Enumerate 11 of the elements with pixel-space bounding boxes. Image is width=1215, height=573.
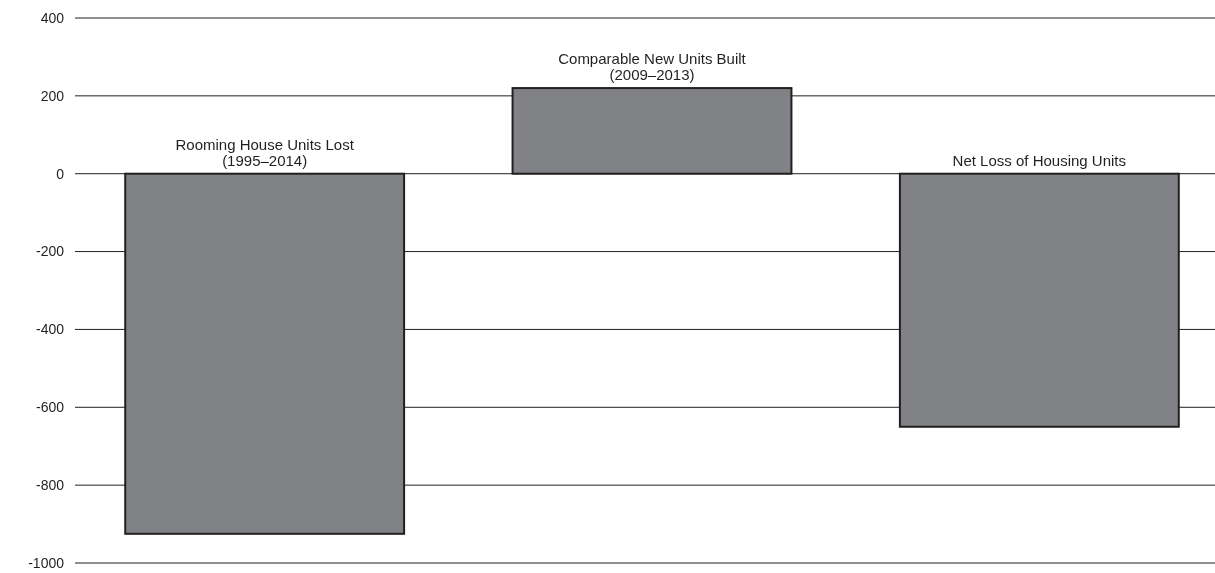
y-tick-label: -400 [35,321,65,338]
y-tick-label: 200 [40,87,65,104]
x-tick-label: Net Loss of Housing Units [952,151,1127,169]
x-tick-label: Comparable New Units Built (2009–2013) [558,50,747,84]
x-tick-label: Rooming House Units Lost (1995–2014) [175,135,355,169]
y-tick-label: 400 [40,9,65,26]
y-tick-label: -800 [35,477,65,494]
y-tick-label: -200 [35,243,65,260]
y-tick-label: -600 [35,399,65,416]
y-tick-label: -1000 [28,554,65,571]
y-tick-label: 0 [56,165,65,182]
